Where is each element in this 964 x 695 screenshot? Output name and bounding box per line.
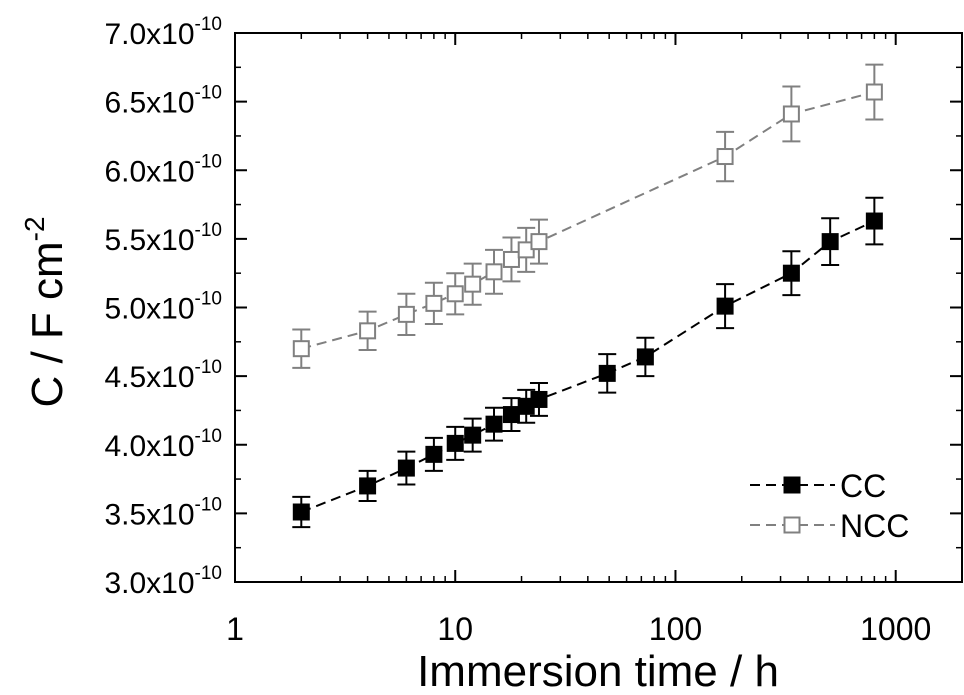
data-point <box>782 105 800 123</box>
y-tick-exponent: -10 <box>195 220 222 241</box>
y-tick-exponent: -10 <box>195 563 222 584</box>
legend-label: CC <box>840 468 886 504</box>
y-tick-exponent: -10 <box>195 494 222 515</box>
y-tick-exponent: -10 <box>195 426 222 447</box>
data-point <box>716 148 734 166</box>
data-point <box>359 322 377 340</box>
data-point <box>782 264 800 282</box>
data-point <box>502 406 520 424</box>
y-tick-label: 5.5x10-10 <box>104 220 222 257</box>
data-point <box>485 263 503 281</box>
y-tick-label: 4.5x10-10 <box>104 357 222 394</box>
y-tick-exponent: -10 <box>195 357 222 378</box>
x-tick-label: 1 <box>226 611 244 647</box>
data-point <box>446 434 464 452</box>
y-axis-label-group: C / F cm-2 <box>19 216 72 407</box>
y-tick-exponent: -10 <box>195 289 222 310</box>
x-tick-label: 10 <box>437 611 473 647</box>
axes <box>234 32 963 583</box>
data-point <box>425 294 443 312</box>
data-point <box>464 426 482 444</box>
y-tick-label: 7.0x10-10 <box>104 14 222 51</box>
data-point <box>425 445 443 463</box>
x-tick-label: 1000 <box>860 611 931 647</box>
y-tick-mantissa: 6.5x10 <box>104 87 194 120</box>
y-tick-exponent: -10 <box>195 83 222 104</box>
y-tick-mantissa: 7.0x10 <box>104 18 194 51</box>
y-tick-exponent: -10 <box>195 151 222 172</box>
series-line <box>300 220 875 513</box>
x-tick-label: 100 <box>649 611 702 647</box>
series-ncc <box>292 63 884 369</box>
data-point <box>865 83 883 101</box>
y-tick-mantissa: 5.5x10 <box>104 224 194 257</box>
series-cc <box>292 196 884 529</box>
y-axis-label: C / F cm-2 <box>19 216 72 407</box>
data-point <box>292 503 310 521</box>
data-point <box>502 250 520 268</box>
y-tick-labels: 3.0x10-103.5x10-104.0x10-104.5x10-105.0x… <box>104 14 222 600</box>
series-layer <box>292 63 884 529</box>
y-tick-mantissa: 6.0x10 <box>104 155 194 188</box>
y-tick-label: 5.0x10-10 <box>104 289 222 326</box>
data-point <box>292 340 310 358</box>
data-point <box>716 297 734 315</box>
y-tick-label: 6.5x10-10 <box>104 83 222 120</box>
data-point <box>464 275 482 293</box>
data-point <box>530 233 548 251</box>
data-point <box>598 364 616 382</box>
legend-marker <box>783 516 801 534</box>
data-point <box>397 459 415 477</box>
legend-label: NCC <box>840 508 909 544</box>
y-tick-label: 3.0x10-10 <box>104 563 222 600</box>
data-point <box>446 285 464 303</box>
legend-marker <box>783 476 801 494</box>
y-tick-mantissa: 4.0x10 <box>104 430 194 463</box>
y-tick-mantissa: 3.0x10 <box>104 567 194 600</box>
y-tick-label: 6.0x10-10 <box>104 151 222 188</box>
x-tick-labels: 1 10 100 1000 <box>226 611 931 647</box>
x-axis-label: Immersion time / h <box>417 647 779 695</box>
y-tick-label: 3.5x10-10 <box>104 494 222 531</box>
legend: CC NCC <box>750 468 909 544</box>
series-line <box>301 91 875 350</box>
y-axis-label-main: C / F cm <box>23 241 72 407</box>
data-point <box>530 390 548 408</box>
y-axis-label-sup: -2 <box>19 216 50 241</box>
legend-item-ncc: NCC <box>750 508 909 544</box>
data-point <box>865 212 883 230</box>
y-tick-mantissa: 5.0x10 <box>104 293 194 326</box>
data-point <box>485 415 503 433</box>
data-point <box>397 305 415 323</box>
y-tick-mantissa: 4.5x10 <box>104 361 194 394</box>
y-tick-mantissa: 3.5x10 <box>104 498 194 531</box>
data-point <box>636 348 654 366</box>
y-tick-label: 4.0x10-10 <box>104 426 222 463</box>
data-point <box>359 477 377 495</box>
data-point <box>821 233 839 251</box>
legend-item-cc: CC <box>750 468 886 504</box>
y-tick-exponent: -10 <box>195 14 222 35</box>
